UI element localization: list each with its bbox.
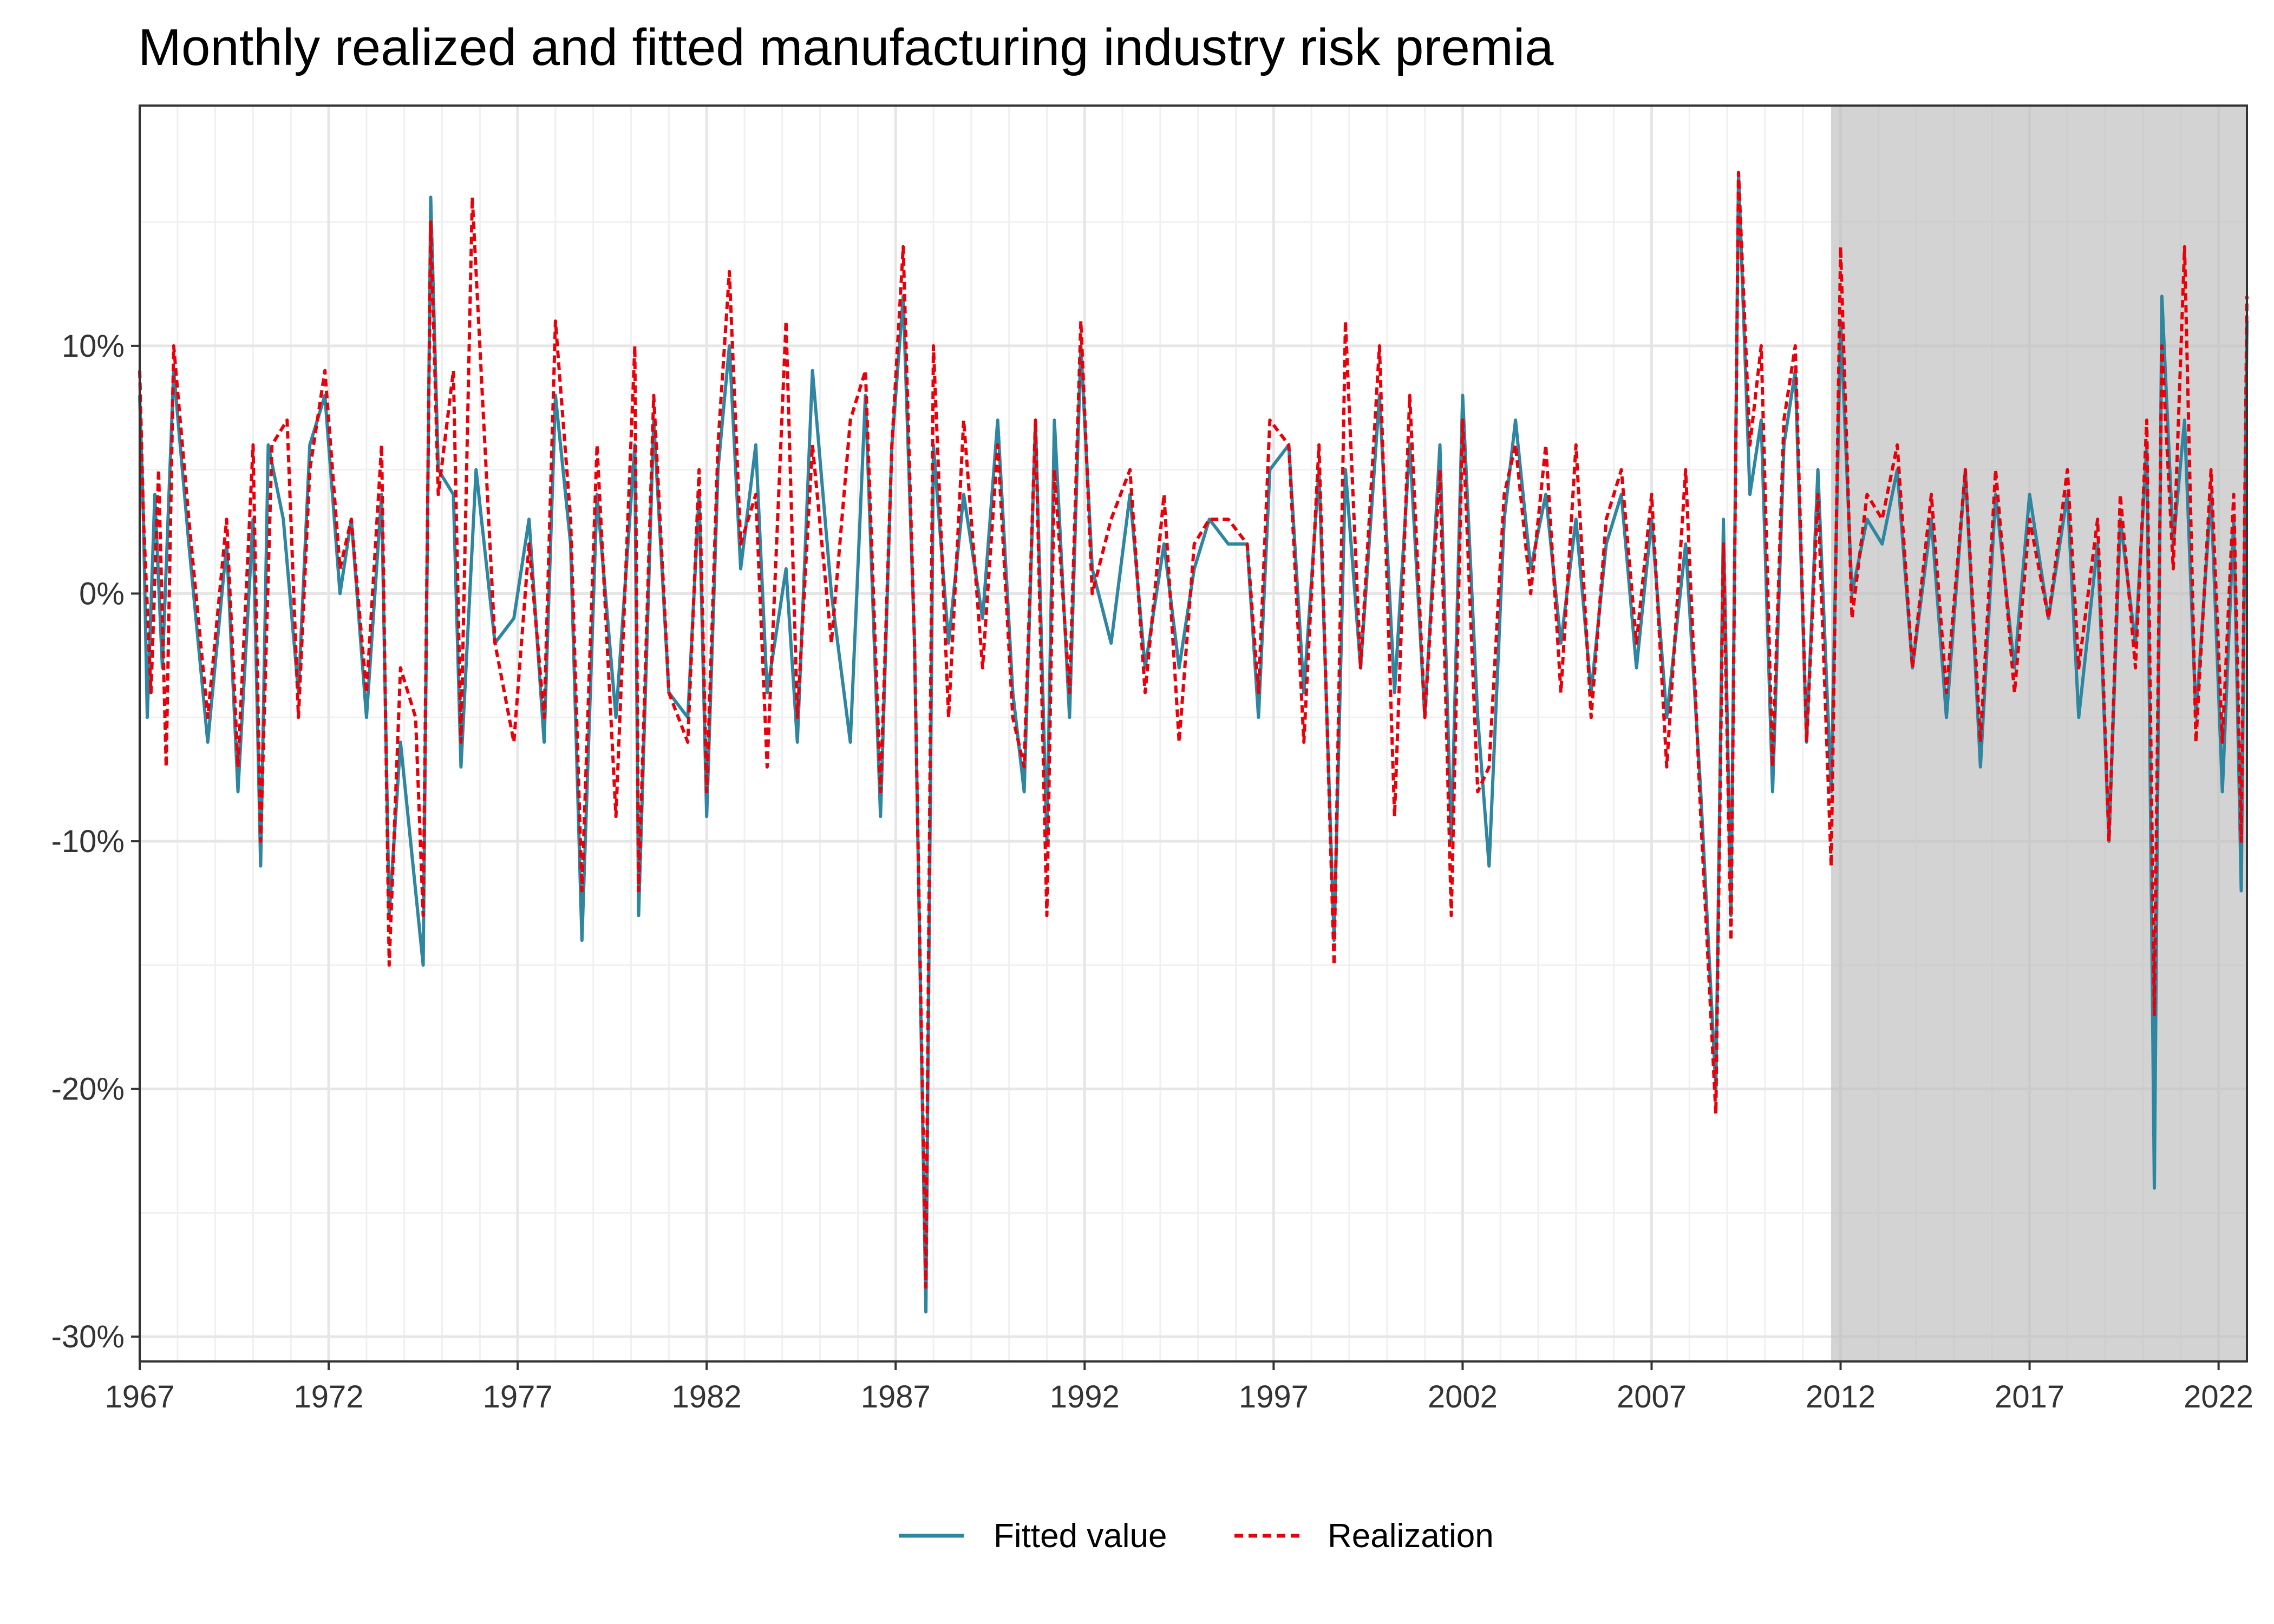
- x-tick-label: 1972: [294, 1379, 364, 1415]
- x-tick-label: 1967: [104, 1379, 174, 1415]
- series-lines: [138, 171, 2249, 1314]
- y-tick-label: -20%: [51, 1072, 125, 1107]
- y-tick-label: -30%: [51, 1319, 125, 1354]
- y-tick-label: -10%: [51, 824, 125, 859]
- legend-fitted-label: Fitted value: [994, 1517, 1167, 1555]
- x-tick-label: 1992: [1050, 1379, 1120, 1415]
- series-realization-line: [138, 171, 2249, 1289]
- x-tick-label: 1987: [861, 1379, 931, 1415]
- x-tick-label: 1977: [483, 1379, 553, 1415]
- x-tick-label: 2007: [1617, 1379, 1687, 1415]
- x-tick-label: 2012: [1806, 1379, 1876, 1415]
- plot-panel: [138, 104, 2249, 1363]
- legend-realization-label: Realization: [1328, 1517, 1494, 1555]
- x-axis: 1967 1972 1977 1982 1987 1992 1997 2002 2007 2012…: [104, 1361, 2253, 1415]
- y-tick-label: 10%: [62, 329, 125, 364]
- x-tick-label: 2002: [1428, 1379, 1498, 1415]
- x-tick-label: 2017: [1995, 1379, 2064, 1415]
- x-tick-label: 1982: [672, 1379, 742, 1415]
- shaded-region: [1831, 106, 2247, 1361]
- x-tick-label: 1997: [1239, 1379, 1309, 1415]
- panel-border: [139, 104, 2248, 1363]
- y-tick-label: 0%: [79, 576, 125, 611]
- legend: Fitted value Realization: [899, 1517, 1494, 1555]
- y-axis: -30% -20% -10% 0% 10%: [51, 329, 140, 1354]
- x-tick-label: 2022: [2184, 1379, 2253, 1415]
- chart-title: Monthly realized and fitted manufacturin…: [138, 18, 1554, 76]
